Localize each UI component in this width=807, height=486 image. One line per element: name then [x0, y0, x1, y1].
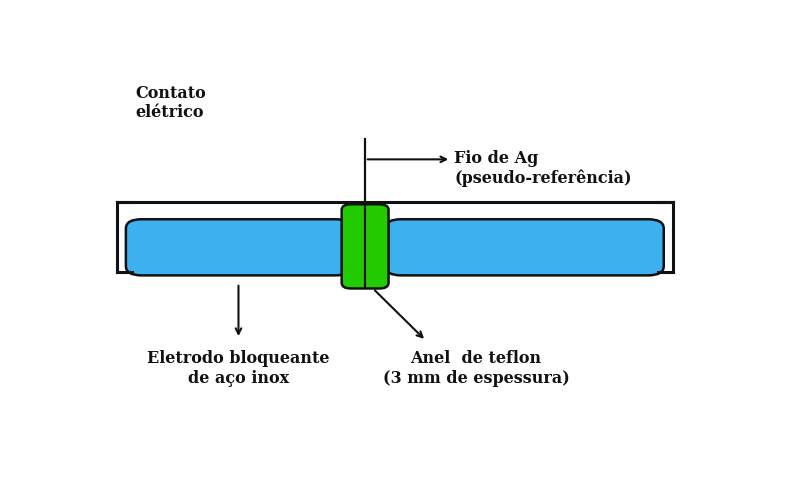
FancyBboxPatch shape — [341, 204, 389, 289]
FancyBboxPatch shape — [386, 219, 664, 276]
FancyBboxPatch shape — [126, 219, 351, 276]
Text: Eletrodo bloqueante
de aço inox: Eletrodo bloqueante de aço inox — [147, 350, 330, 387]
Text: Contato
elétrico: Contato elétrico — [136, 85, 206, 121]
Text: Fio de Ag
(pseudo-referência): Fio de Ag (pseudo-referência) — [454, 150, 632, 187]
Text: Anel  de teflon
(3 mm de espessura): Anel de teflon (3 mm de espessura) — [383, 350, 570, 387]
